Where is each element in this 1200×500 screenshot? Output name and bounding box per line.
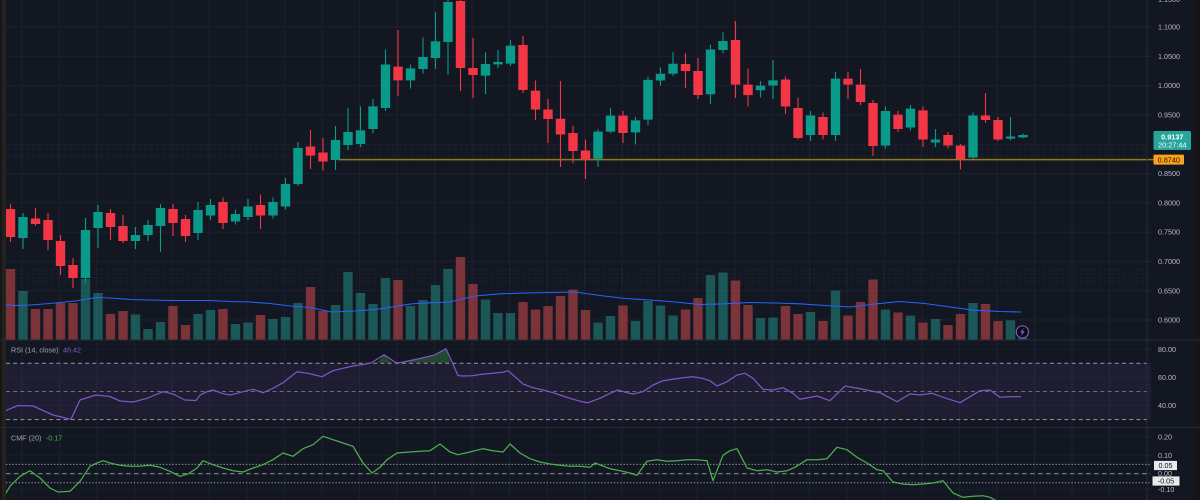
- svg-text:0.6500: 0.6500: [1158, 286, 1180, 295]
- svg-text:0.8740: 0.8740: [1158, 155, 1180, 164]
- svg-text:0.8000: 0.8000: [1158, 198, 1180, 207]
- svg-text:0.9137: 0.9137: [1161, 132, 1183, 141]
- svg-text:80.00: 80.00: [1158, 345, 1176, 354]
- svg-text:0.10: 0.10: [1158, 451, 1172, 460]
- svg-text:RSI (14, close) 46.42: RSI (14, close) 46.42: [11, 345, 81, 354]
- svg-text:0.8500: 0.8500: [1158, 169, 1180, 178]
- svg-text:1.0000: 1.0000: [1158, 81, 1180, 90]
- svg-text:1.0500: 1.0500: [1158, 52, 1180, 61]
- svg-text:0.20: 0.20: [1158, 432, 1172, 441]
- svg-text:0.7000: 0.7000: [1158, 257, 1180, 266]
- svg-text:0.7500: 0.7500: [1158, 228, 1180, 237]
- svg-text:20:27:44: 20:27:44: [1158, 141, 1186, 150]
- svg-text:-0.05: -0.05: [1158, 477, 1174, 486]
- svg-text:0.6000: 0.6000: [1158, 316, 1180, 325]
- svg-text:1.1500: 1.1500: [1158, 0, 1180, 4]
- svg-text:CMF (20) -0.17: CMF (20) -0.17: [11, 433, 62, 442]
- svg-text:-0.10: -0.10: [1158, 485, 1174, 494]
- svg-text:0.00: 0.00: [1158, 469, 1172, 478]
- svg-text:60.00: 60.00: [1158, 373, 1176, 382]
- svg-text:0.9500: 0.9500: [1158, 111, 1180, 120]
- svg-text:40.00: 40.00: [1158, 401, 1176, 410]
- svg-text:1.1000: 1.1000: [1158, 23, 1180, 32]
- svg-text:0.05: 0.05: [1159, 461, 1173, 470]
